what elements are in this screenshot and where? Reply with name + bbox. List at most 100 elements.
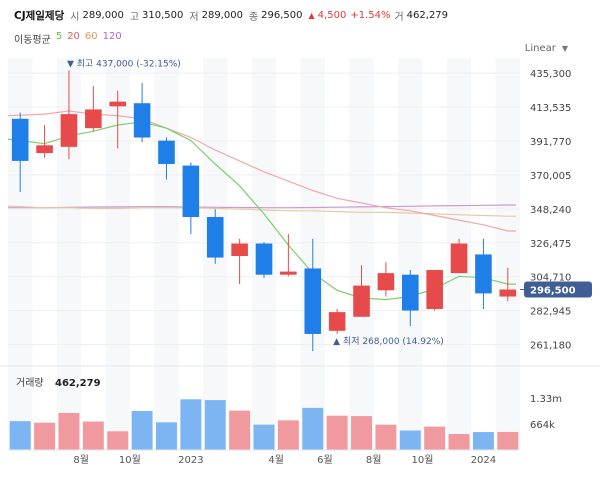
candle-up <box>231 243 248 256</box>
ma60-line <box>7 205 516 217</box>
quote-header: CJ제일제당 시 289,000 고 310,500 저 289,000 종 2… <box>14 7 454 23</box>
ma5-line <box>7 121 516 301</box>
volume-bar <box>82 421 104 450</box>
price-tick-label: 370,005 <box>530 171 571 182</box>
volume-header-label: 거 <box>394 11 404 23</box>
ma60-toggle[interactable]: 60 <box>84 31 98 42</box>
min-annotation: ▲ 최저 268,000 (14.92%) <box>333 336 444 347</box>
candle-up <box>426 270 443 309</box>
price-tick-label: 348,240 <box>530 205 571 216</box>
volume-bar <box>375 424 397 450</box>
price-tick-label: 435,300 <box>530 69 571 80</box>
x-tick-label: 8월 <box>366 454 382 466</box>
price-tick-label: 282,945 <box>530 307 571 318</box>
volume-bar <box>34 422 56 450</box>
candle-down <box>401 274 419 311</box>
stock-name[interactable]: CJ제일제당 <box>14 9 65 22</box>
price-tick-label: 261,180 <box>530 341 571 352</box>
ma20-toggle[interactable]: 20 <box>67 31 80 42</box>
candle-down <box>133 103 151 138</box>
volume-bar <box>277 420 299 450</box>
current-price-label: 296,500 <box>530 286 576 297</box>
scale-dropdown[interactable]: Linear ▼ <box>525 43 568 54</box>
candle-up <box>280 271 297 275</box>
background-band <box>495 58 520 450</box>
ma-legend-title: 이동평균 <box>14 35 51 46</box>
volume-bar <box>229 410 251 450</box>
candle-up <box>499 289 517 297</box>
volume-bar <box>9 421 31 450</box>
volume-bar <box>497 431 519 450</box>
change-percent: +1.54% <box>350 9 391 21</box>
volume-bar <box>131 411 153 450</box>
scale-mode-label: Linear <box>524 43 556 54</box>
candle-up <box>328 312 346 331</box>
candle-up <box>109 101 127 107</box>
background-band <box>349 58 374 450</box>
price-tick-label: 413,535 <box>530 103 571 114</box>
volume-bar <box>58 412 80 450</box>
ma5-toggle[interactable]: 5 <box>55 31 63 42</box>
volume-bar <box>472 432 494 450</box>
change-up-icon: ▲ <box>308 10 315 20</box>
candle-down <box>475 254 492 294</box>
volume-bar <box>155 422 177 450</box>
low-value: 289,000 <box>201 9 243 21</box>
chevron-down-icon: ▼ <box>561 44 568 53</box>
volume-bar <box>180 399 202 450</box>
candle-up <box>36 145 53 154</box>
candle-down <box>255 243 273 275</box>
candle-down <box>206 217 224 258</box>
candle-down <box>11 118 29 161</box>
x-tick-label: 6월 <box>317 454 333 466</box>
volume-bar <box>302 407 324 450</box>
volume-bar <box>253 424 275 450</box>
candle-down <box>182 165 200 218</box>
x-tick-label: 2024 <box>471 455 496 466</box>
low-label: 저 <box>189 11 199 23</box>
ma120-line <box>8 204 516 209</box>
candle-up <box>450 243 468 274</box>
ma20-line <box>7 110 516 232</box>
current-price-tag <box>524 281 592 298</box>
volume-bar <box>107 431 129 450</box>
x-tick-label: 8월 <box>73 454 89 466</box>
x-tick-label: 2023 <box>178 455 203 466</box>
high-value: 310,500 <box>142 9 184 21</box>
close-value: 296,500 <box>261 9 303 21</box>
x-tick-label: 4월 <box>268 454 284 466</box>
volume-bar <box>326 415 348 450</box>
moving-average-legend: 이동평균 5 20 60 120 <box>14 31 127 46</box>
candle-up <box>377 273 395 291</box>
candle-down <box>304 268 322 334</box>
volume-bar <box>448 434 470 450</box>
background-band <box>398 58 423 450</box>
volume-title: 거래량 <box>16 377 44 389</box>
candle-down <box>158 140 175 165</box>
ma120-toggle[interactable]: 120 <box>102 31 122 42</box>
volume-tick-label: 664k <box>530 420 555 431</box>
high-label: 고 <box>129 11 140 23</box>
price-tick-label: 304,710 <box>530 273 571 284</box>
volume-header-value: 462,279 <box>406 9 449 21</box>
volume-bar <box>351 416 373 450</box>
candle-up <box>353 285 370 317</box>
x-tick-label: 10월 <box>119 454 141 466</box>
volume-tick-label: 1.33m <box>530 394 562 405</box>
price-tick-label: 326,475 <box>530 239 571 250</box>
price-tick-label: 391,770 <box>530 137 571 148</box>
candle-up <box>85 109 102 129</box>
volume-bar <box>424 426 446 450</box>
open-value: 289,000 <box>82 9 124 21</box>
volume-bar <box>399 430 421 450</box>
volume-bar <box>204 400 226 450</box>
max-annotation: ▼ 최고 437,000 (-32.15%) <box>67 58 181 69</box>
volume-value: 462,279 <box>55 378 101 389</box>
change-value: 4,500 <box>317 9 347 21</box>
open-label: 시 <box>70 11 80 23</box>
x-tick-label: 10월 <box>412 454 434 466</box>
candle-up <box>60 114 78 147</box>
background-band <box>154 58 179 450</box>
